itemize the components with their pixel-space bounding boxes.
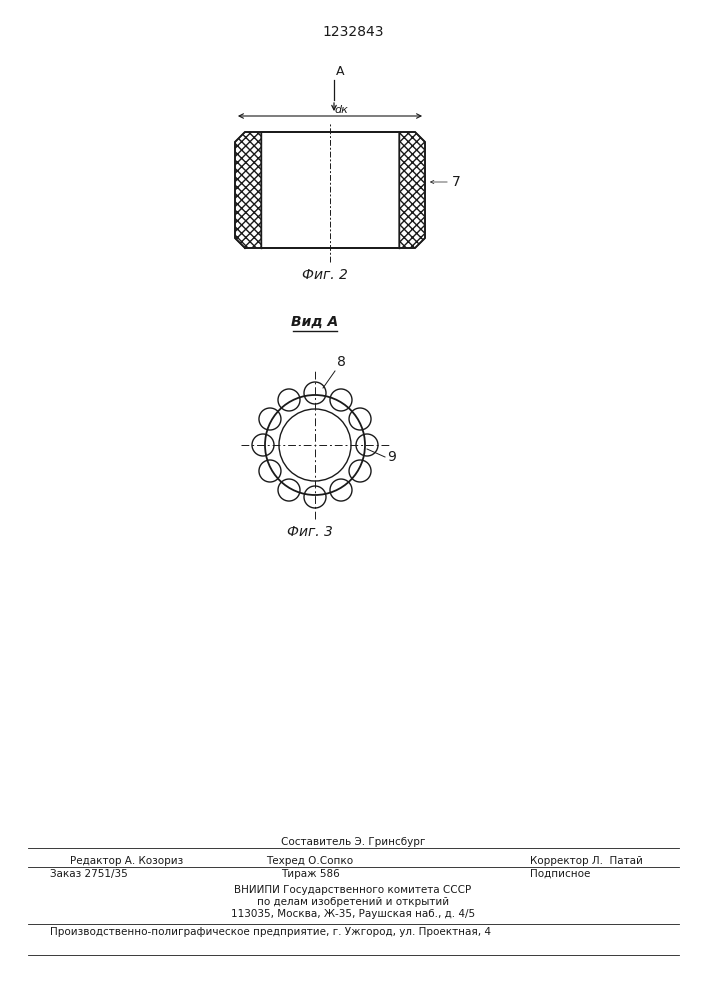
Text: Подписное: Подписное — [530, 869, 590, 879]
Text: Тираж 586: Тираж 586 — [281, 869, 339, 879]
Polygon shape — [399, 132, 425, 248]
Text: Вид A: Вид A — [291, 315, 339, 329]
Polygon shape — [235, 132, 261, 248]
Text: Фиг. 2: Фиг. 2 — [302, 268, 348, 282]
Text: Техред О.Сопко: Техред О.Сопко — [267, 856, 354, 866]
Text: 7: 7 — [452, 175, 461, 189]
Text: A: A — [336, 65, 344, 78]
Polygon shape — [399, 132, 425, 248]
Text: Фиг. 3: Фиг. 3 — [287, 525, 333, 539]
Polygon shape — [235, 132, 261, 248]
Polygon shape — [235, 132, 425, 248]
Text: 9: 9 — [387, 450, 396, 464]
Text: Производственно-полиграфическое предприятие, г. Ужгород, ул. Проектная, 4: Производственно-полиграфическое предприя… — [50, 927, 491, 937]
Text: dк: dк — [334, 105, 348, 115]
Text: Редактор А. Козориз: Редактор А. Козориз — [70, 856, 183, 866]
Text: 1232843: 1232843 — [322, 25, 384, 39]
Text: по делам изобретений и открытий: по делам изобретений и открытий — [257, 897, 449, 907]
Text: ВНИИПИ Государственного комитета СССР: ВНИИПИ Государственного комитета СССР — [235, 885, 472, 895]
Text: 8: 8 — [337, 355, 346, 369]
Text: Заказ 2751/35: Заказ 2751/35 — [50, 869, 128, 879]
Text: Составитель Э. Гринсбург: Составитель Э. Гринсбург — [281, 837, 425, 847]
Text: 113035, Москва, Ж-35, Раушская наб., д. 4/5: 113035, Москва, Ж-35, Раушская наб., д. … — [231, 909, 475, 919]
Text: Корректор Л.  Патай: Корректор Л. Патай — [530, 856, 643, 866]
